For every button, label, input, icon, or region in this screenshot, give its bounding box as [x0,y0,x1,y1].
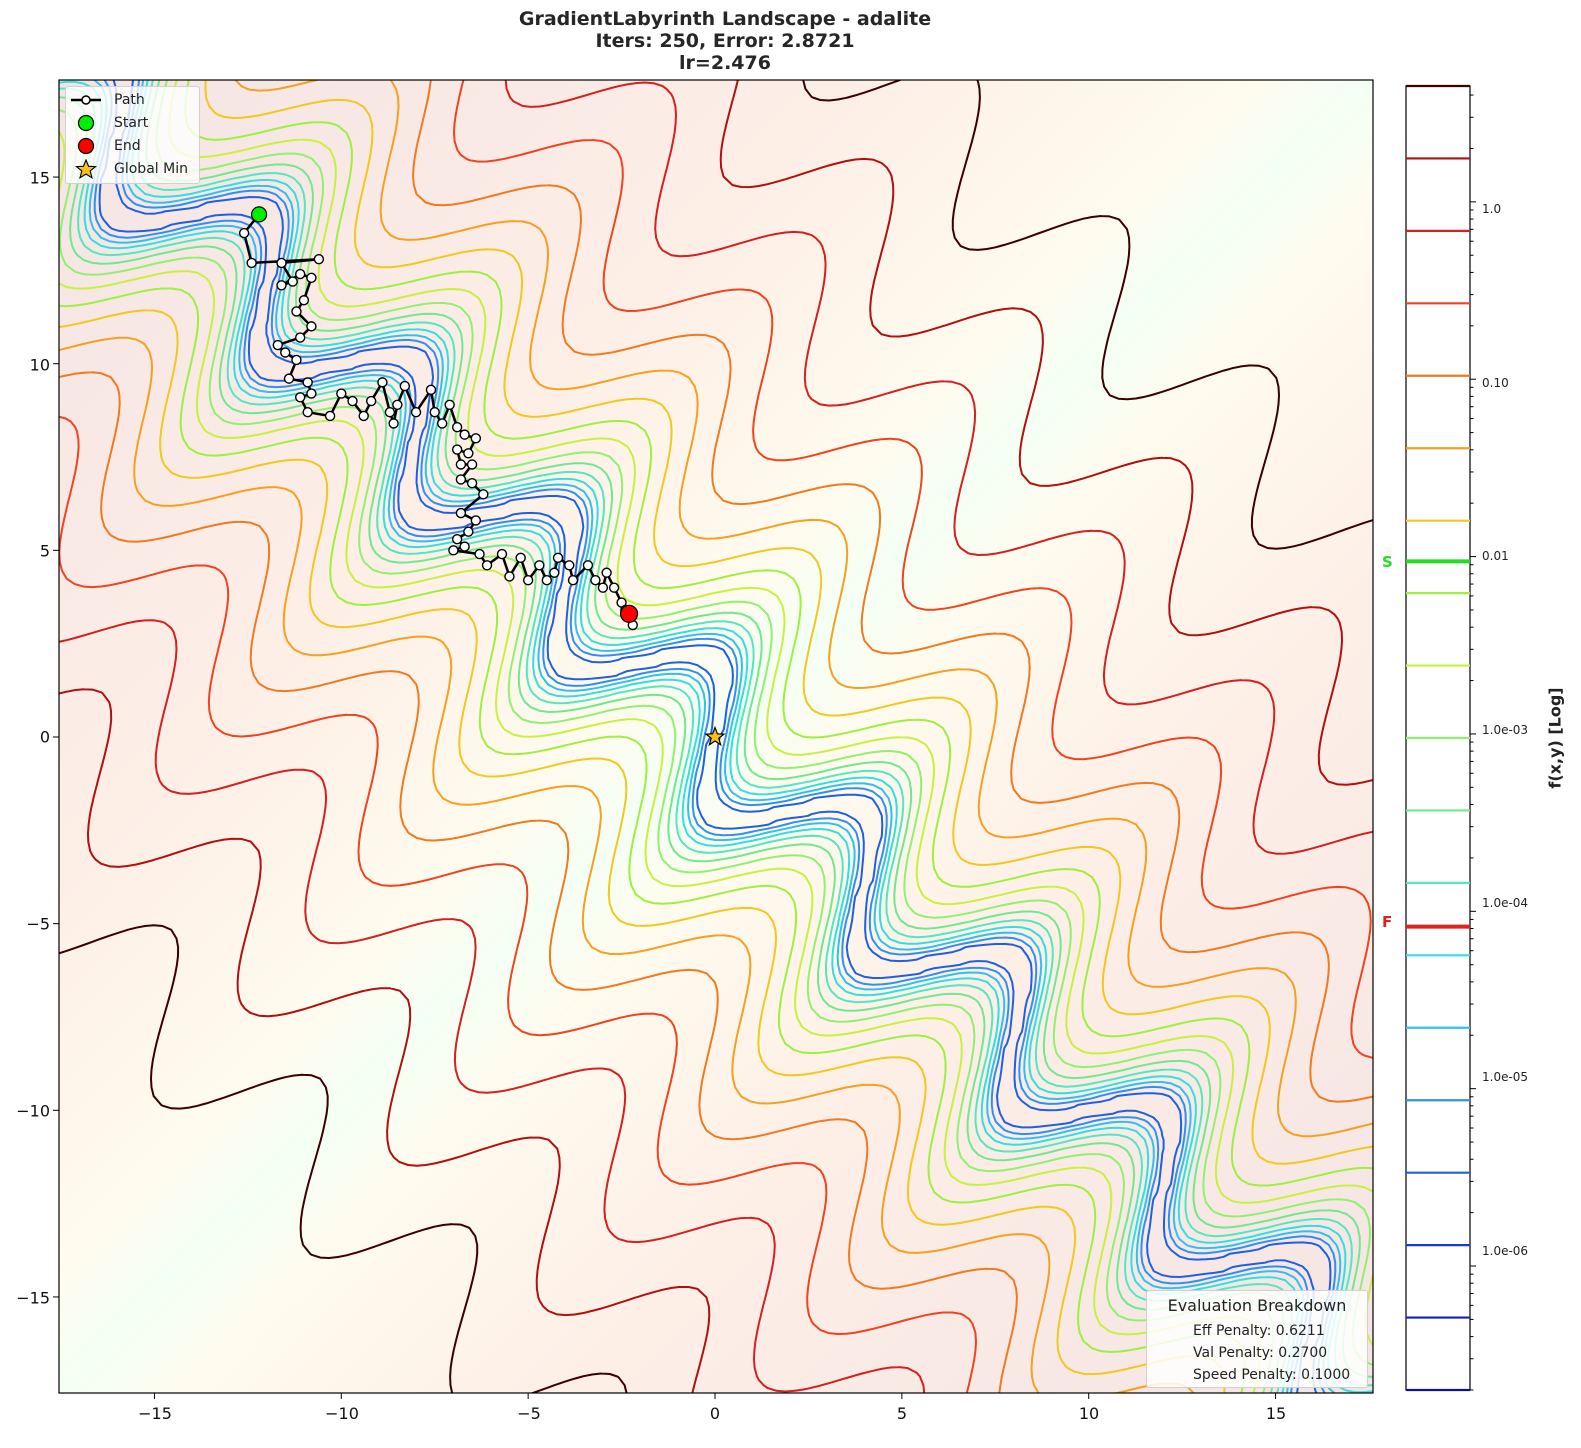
title-line-2: Iters: 250, Error: 2.8721 [595,30,855,52]
colorbar-final-marker: F [1382,913,1393,931]
x-tick-label: 10 [1078,1404,1100,1423]
x-tick-label: 0 [709,1404,721,1423]
x-tick-label: −15 [138,1404,172,1423]
contour-lines [59,80,1373,1393]
colorbar-levels [1406,84,1470,1392]
y-tick-label: −10 [16,1101,50,1121]
legend-label: Global Min [114,161,188,177]
end-circle-icon [66,136,106,156]
legend-item-path: Path [66,90,145,110]
y-tick-label: −15 [16,1288,50,1308]
colorbar-tick-label: 1.0e-04 [1482,896,1529,910]
star-icon [66,158,106,180]
title-line-3: lr=2.476 [679,52,771,74]
evaluation-heading: Evaluation Breakdown [1167,1296,1347,1315]
markers [250,206,726,747]
legend-item-start: Start [66,113,148,133]
colorbar-ticks [1470,94,1476,1391]
legend-label: Start [114,115,149,131]
start-circle-icon [66,113,106,133]
legend-item-global-min: Global Min [66,158,188,180]
legend-label: Path [114,92,145,108]
chart-title: GradientLabyrinth Landscape - adalite It… [0,8,1450,74]
val-penalty: Val Penalty: 0.2700 [1193,1345,1328,1361]
y-tick-label: 0 [39,727,50,747]
colorbar-tick-label: 1.0e-03 [1482,723,1529,737]
y-tick-label: 15 [29,168,50,188]
colorbar-start-marker: S [1382,553,1393,571]
evaluation-breakdown: Evaluation Breakdown Eff Penalty: 0.6211… [1146,1290,1368,1388]
colorbar-tick-label: 0.01 [1482,549,1509,563]
colorbar-tick-label: 1.0e-05 [1482,1070,1529,1084]
legend-item-end: End [66,136,141,156]
eff-penalty: Eff Penalty: 0.6211 [1193,1323,1325,1339]
y-tick-label: 10 [29,355,50,375]
y-tick-label: 5 [39,541,50,561]
x-tick-label: 15 [1265,1404,1287,1423]
colorbar-tick-label: 0.10 [1482,376,1509,390]
title-line-1: GradientLabyrinth Landscape - adalite [518,8,932,30]
axis-ticks [53,176,1277,1399]
colorbar-tick-label: 1.0 [1482,202,1502,216]
colorbar-tick-label: 1.0e-06 [1482,1244,1529,1258]
legend-label: End [114,138,141,154]
x-tick-label: −5 [517,1404,541,1423]
y-tick-label: −5 [26,914,50,934]
x-tick-label: 5 [896,1404,908,1423]
x-tick-label: −10 [325,1404,359,1423]
path-line-icon [66,90,106,110]
colorbar-label: f(x,y) [Log] [1545,687,1565,789]
legend: Path Start End Global Min [65,86,200,184]
speed-penalty: Speed Penalty: 0.1000 [1193,1367,1351,1383]
